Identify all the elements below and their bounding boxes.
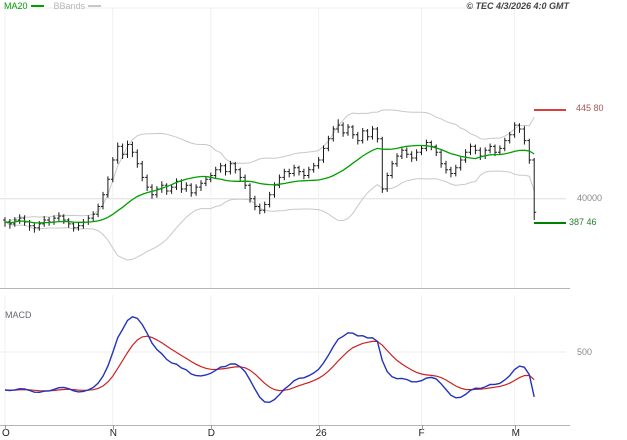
macd-gridline-label: 500 — [577, 347, 593, 357]
x-axis-tick — [210, 425, 212, 430]
copyright-text: © TEC 4/3/2026 4:0 GMT — [466, 1, 569, 11]
resistance-price-label: 445 80 — [576, 103, 604, 113]
gridline-price-label: 40000 — [577, 193, 603, 203]
ma20-legend-item: MA20 — [4, 1, 44, 11]
pane-separator — [0, 288, 570, 289]
x-axis-label-october: O — [2, 428, 10, 439]
x-axis-label-february: F — [418, 428, 425, 439]
x-axis-tick — [421, 425, 423, 430]
support-price-label: 387 46 — [569, 217, 597, 227]
chart-legend: MA20 BBands — [4, 1, 102, 11]
ma20-line-swatch-icon — [30, 5, 44, 7]
price-pane[interactable] — [0, 0, 570, 290]
x-axis-tick — [318, 425, 320, 430]
x-axis-label-december: D — [207, 428, 216, 439]
bbands-legend-label: BBands — [53, 1, 86, 11]
x-axis-label-november: N — [109, 428, 118, 439]
bbands-line-swatch-icon — [88, 5, 102, 7]
x-axis-tick — [5, 425, 6, 430]
x-axis-line — [0, 425, 570, 426]
x-axis-tick — [112, 425, 114, 430]
macd-label: MACD — [5, 310, 32, 320]
ma20-legend-label: MA20 — [4, 1, 28, 11]
bbands-legend-item: BBands — [54, 1, 102, 11]
x-axis-tick — [514, 425, 516, 430]
x-axis-label-january-26: 26 — [315, 428, 327, 439]
x-axis-label-march: M — [511, 428, 520, 439]
macd-pane[interactable] — [0, 295, 570, 425]
